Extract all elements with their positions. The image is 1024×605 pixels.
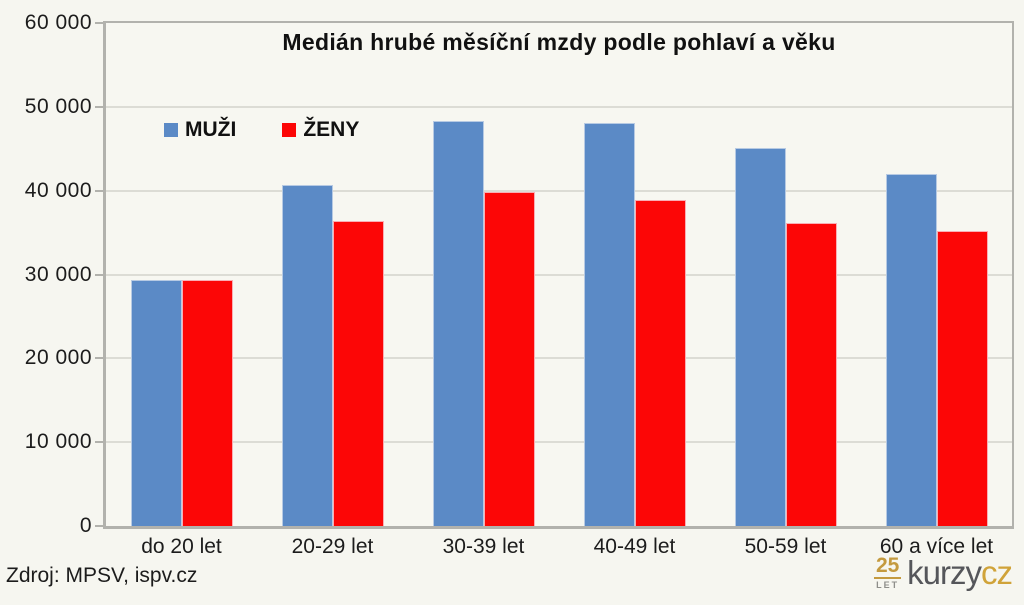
y-tick-60000 [95, 22, 106, 24]
y-tick-label: 0 [79, 514, 92, 537]
legend-swatch-ženy [282, 123, 297, 137]
y-tick-label: 40 000 [24, 178, 92, 202]
x-category-label: 20-29 let [291, 535, 374, 558]
y-tick-40000 [95, 189, 106, 192]
logo-25-let: 25 LET [874, 554, 902, 590]
y-tick-30000 [95, 273, 106, 276]
bar-muži-0 [131, 280, 182, 526]
bar-muži-5 [886, 174, 937, 526]
bar-ženy-1 [333, 221, 384, 526]
bar-muži-3 [584, 123, 635, 526]
legend-label: MUŽI [185, 118, 237, 141]
chart-title: Medián hrubé měsíční mzdy podle pohlaví … [282, 29, 836, 55]
bar-muži-2 [433, 121, 484, 526]
y-tick-label: 60 000 [24, 11, 92, 34]
y-tick-label: 20 000 [24, 346, 92, 370]
logo-let-label: LET [876, 580, 900, 590]
bar-ženy-0 [182, 280, 233, 526]
logo-25-years: 25 [875, 554, 900, 577]
legend-label: ŽENY [303, 118, 360, 141]
y-tick-50000 [95, 105, 106, 108]
logo-rule [874, 577, 902, 579]
bar-muži-1 [282, 185, 333, 526]
bar-ženy-2 [484, 192, 535, 526]
bar-ženy-4 [786, 223, 837, 526]
gridline-30000 [106, 273, 1012, 276]
logo-kurzy-text: kurzy [907, 554, 982, 591]
x-category-label: 60 a více let [879, 535, 994, 558]
x-category-label: 30-39 let [442, 535, 525, 558]
legend-item-ženy: ŽENY [282, 118, 359, 142]
x-category-label: 50-59 let [744, 535, 827, 558]
gridline-50000 [106, 105, 1012, 108]
gridline-20000 [106, 357, 1012, 360]
y-tick-label: 10 000 [24, 430, 92, 454]
logo-cz-text: cz [981, 554, 1013, 591]
y-tick-label: 50 000 [24, 94, 92, 118]
legend: MUŽI ŽENY [164, 118, 359, 142]
gridline-10000 [106, 441, 1012, 444]
source-note: Zdroj: MPSV, ispv.cz [6, 564, 198, 587]
y-tick-20000 [95, 357, 106, 360]
bar-muži-4 [735, 148, 786, 526]
gridline-40000 [106, 189, 1012, 192]
y-tick-10000 [95, 441, 106, 444]
x-category-label: 40-49 let [593, 535, 676, 558]
legend-item-muži: MUŽI [164, 118, 236, 142]
kurzy-logo: 25 LET kurzy cz [874, 553, 1013, 593]
x-category-label: do 20 let [141, 535, 222, 558]
bar-ženy-5 [937, 231, 988, 526]
bar-ženy-3 [635, 200, 686, 526]
y-tick-label: 30 000 [24, 262, 92, 286]
y-tick-0 [95, 525, 106, 527]
legend-swatch-muži [164, 123, 178, 137]
